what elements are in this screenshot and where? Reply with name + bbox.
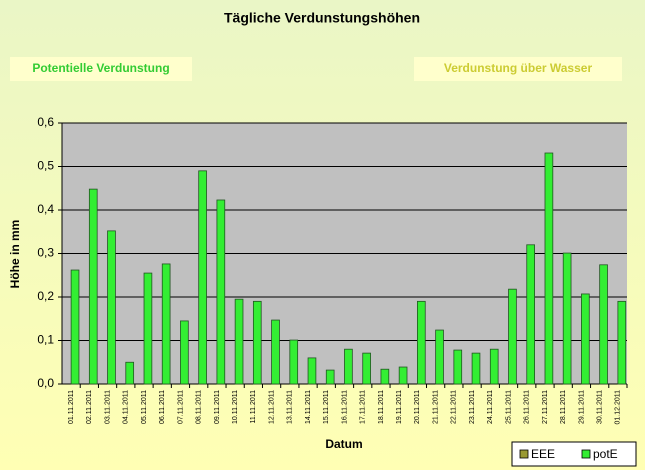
x-tick-label: 18.11.2011 (378, 390, 385, 424)
bar (508, 288, 517, 385)
x-tick-label: 06.11.2011 (159, 390, 166, 424)
x-tick-label: 28.11.2011 (560, 390, 567, 424)
x-tick-label: 24.11.2011 (487, 390, 494, 424)
annotation: Potentielle Verdunstung (32, 61, 169, 75)
bar (344, 348, 353, 385)
x-tick-label: 25.11.2011 (505, 390, 512, 424)
legend-label: EEE (531, 447, 555, 461)
bar (88, 188, 98, 385)
bar (489, 348, 499, 385)
bar (252, 300, 262, 385)
bar (125, 361, 135, 385)
x-tick-label: 11.11.2011 (250, 390, 257, 424)
bar (307, 357, 317, 385)
x-tick-label: 16.11.2011 (341, 390, 348, 424)
bar (180, 320, 189, 385)
bar (544, 152, 554, 385)
bar (617, 300, 627, 385)
x-tick-label: 07.11.2011 (177, 390, 184, 424)
y-tick-label: 0,0 (37, 376, 54, 390)
bar (435, 329, 444, 385)
x-tick-label: 14.11.2011 (305, 390, 312, 424)
y-tick-label: 0,3 (37, 246, 54, 260)
bar (471, 352, 481, 385)
bar (234, 298, 244, 385)
bar (289, 339, 299, 385)
x-tick-label: 20.11.2011 (414, 390, 421, 424)
x-tick-label: 02.11.2011 (86, 390, 93, 424)
legend-label: potE (593, 447, 618, 461)
x-tick-label: 23.11.2011 (469, 390, 476, 424)
annotation-box (414, 57, 622, 81)
y-tick-label: 0,5 (37, 159, 54, 173)
bar (198, 170, 207, 385)
y-axis-label: Höhe in mm (8, 220, 22, 289)
x-tick-label: 15.11.2011 (323, 390, 330, 424)
x-tick-label: 21.11.2011 (432, 390, 439, 424)
x-tick-label: 30.11.2011 (597, 390, 604, 424)
bar (216, 199, 226, 385)
x-tick-label: 05.11.2011 (141, 390, 148, 424)
x-tick-label: 03.11.2011 (104, 390, 111, 424)
y-tick-label: 0,1 (37, 333, 54, 347)
x-tick-label: 19.11.2011 (396, 390, 403, 424)
y-tick-label: 0,6 (37, 115, 54, 129)
x-tick-label: 27.11.2011 (542, 390, 549, 424)
x-tick-label: 01.12.2011 (615, 390, 622, 425)
x-tick-label: 09.11.2011 (214, 390, 221, 424)
x-axis-label: Datum (325, 437, 362, 451)
legend-swatch (519, 449, 529, 459)
legend-box (511, 441, 637, 467)
x-tick-label: 26.11.2011 (524, 390, 531, 424)
x-tick-label: 01.11.2011 (68, 390, 75, 424)
annotation-box (10, 57, 192, 81)
x-tick-label: 04.11.2011 (123, 390, 130, 424)
bar (398, 366, 408, 385)
legend-swatch (581, 449, 591, 459)
x-tick-label: 22.11.2011 (451, 390, 458, 424)
chart-title: Tägliche Verdunstungshöhen (224, 10, 420, 26)
bar (143, 272, 153, 385)
y-tick-label: 0,2 (37, 289, 54, 303)
y-tick-label: 0,4 (37, 202, 54, 216)
annotation: Verdunstung über Wasser (444, 61, 593, 75)
bar (417, 300, 426, 385)
bar (362, 352, 371, 385)
x-tick-label: 29.11.2011 (578, 390, 585, 424)
bar (271, 319, 280, 385)
bar (453, 349, 463, 385)
x-tick-label: 10.11.2011 (232, 390, 239, 424)
bar (325, 369, 335, 385)
bar (70, 269, 80, 385)
x-tick-label: 17.11.2011 (360, 390, 367, 424)
bar (562, 252, 572, 385)
bar (380, 368, 390, 385)
bar (526, 244, 535, 385)
bar (107, 230, 116, 385)
x-tick-label: 08.11.2011 (196, 390, 203, 424)
bar (161, 263, 171, 385)
bar (599, 264, 608, 385)
bar (581, 293, 590, 385)
x-tick-label: 13.11.2011 (287, 390, 294, 424)
x-tick-label: 12.11.2011 (268, 390, 275, 424)
